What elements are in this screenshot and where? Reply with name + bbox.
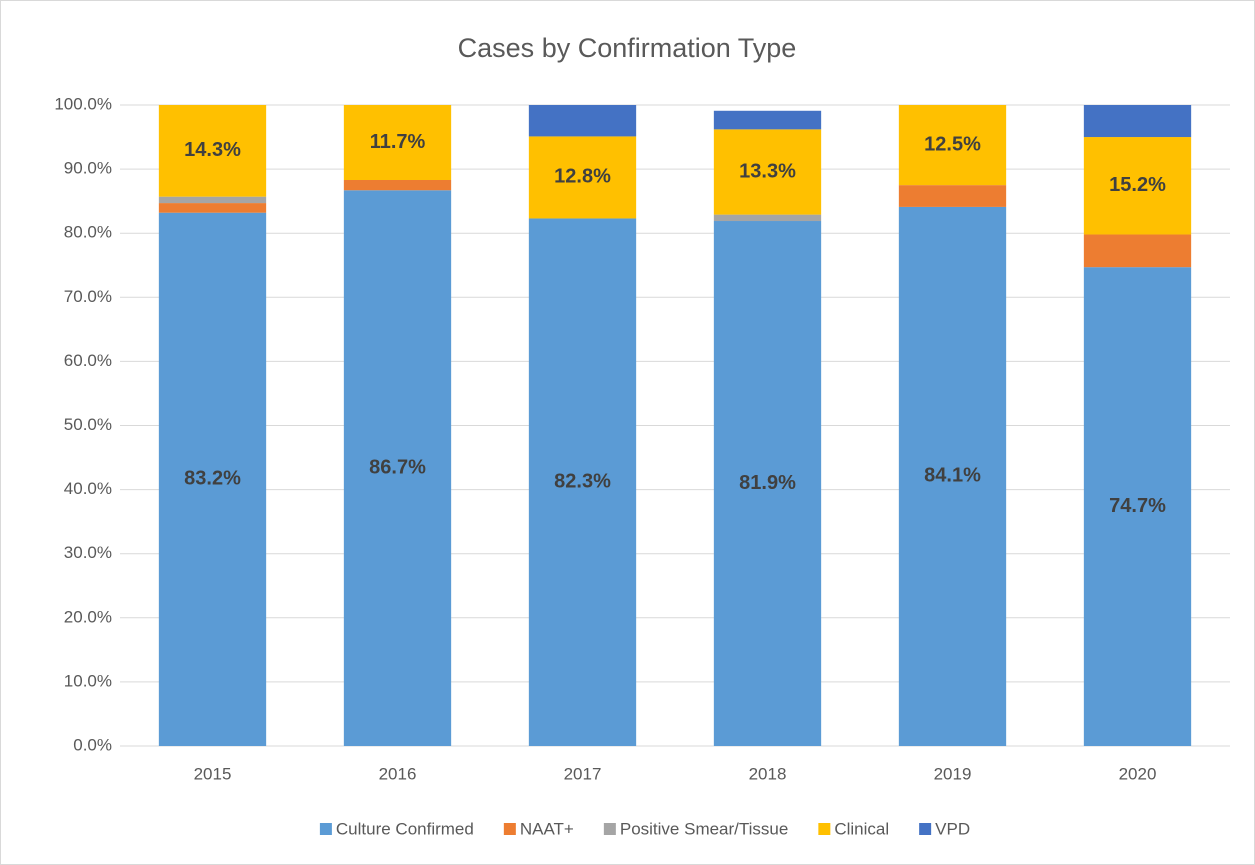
bar-segment — [343, 105, 452, 180]
legend-label: Clinical — [834, 819, 889, 838]
bar-segment — [1083, 267, 1192, 746]
legend-label: Culture Confirmed — [336, 819, 474, 838]
data-label: 14.3% — [184, 139, 241, 161]
bar-segment — [898, 185, 1007, 207]
y-tick-label: 0.0% — [73, 735, 112, 754]
data-label: 12.5% — [924, 133, 981, 155]
bar-segment — [158, 203, 267, 213]
x-tick-label: 2017 — [564, 764, 602, 783]
y-tick-label: 20.0% — [64, 607, 112, 626]
x-tick-label: 2016 — [379, 764, 417, 783]
data-label: 13.3% — [739, 160, 796, 182]
bar-segment — [343, 179, 452, 191]
bar-segment — [158, 105, 267, 197]
data-label: 15.2% — [1109, 174, 1166, 196]
bar-segment — [343, 190, 452, 747]
legend-label: VPD — [935, 819, 970, 838]
y-tick-label: 10.0% — [64, 671, 112, 690]
legend-swatch — [319, 823, 332, 835]
bar-segment — [1083, 234, 1192, 268]
bar-segment — [713, 110, 822, 130]
bar-segment — [713, 214, 822, 222]
bar-segment — [528, 136, 637, 219]
bar-segment — [528, 218, 637, 746]
x-tick-label: 2015 — [194, 764, 232, 783]
x-tick-label: 2019 — [934, 764, 972, 783]
x-tick-label: 2020 — [1119, 764, 1157, 783]
bar-segment — [898, 105, 1007, 186]
bar-segment — [158, 212, 267, 747]
legend-label: NAAT+ — [520, 819, 574, 838]
legend-swatch — [919, 823, 932, 835]
data-label: 74.7% — [1109, 495, 1166, 517]
legend-swatch — [503, 823, 516, 835]
bar-segment — [1083, 105, 1192, 138]
bar-segment — [898, 206, 1007, 746]
y-tick-label: 40.0% — [64, 479, 112, 498]
y-tick-label: 80.0% — [64, 223, 112, 242]
data-label: 12.8% — [554, 166, 611, 188]
y-tick-label: 50.0% — [64, 415, 112, 434]
legend-swatch — [818, 823, 831, 835]
data-label: 82.3% — [554, 471, 611, 493]
legend-label: Positive Smear/Tissue — [620, 819, 788, 838]
legend-swatch — [603, 823, 616, 835]
y-tick-label: 30.0% — [64, 543, 112, 562]
y-tick-label: 100.0% — [54, 94, 112, 113]
y-tick-label: 90.0% — [64, 159, 112, 178]
data-label: 84.1% — [924, 465, 981, 487]
data-label: 11.7% — [370, 131, 426, 153]
y-tick-label: 60.0% — [64, 351, 112, 370]
bar-segment — [1083, 137, 1192, 235]
y-tick-label: 70.0% — [64, 287, 112, 306]
bar-segment — [158, 196, 267, 204]
data-label: 81.9% — [739, 472, 796, 494]
bar-segment — [713, 221, 822, 746]
data-label: 86.7% — [369, 456, 426, 478]
chart-title: Cases by Confirmation Type — [458, 33, 797, 63]
bar-segment — [528, 105, 637, 137]
x-tick-label: 2018 — [749, 764, 787, 783]
data-label: 83.2% — [184, 468, 241, 490]
bar-segment — [713, 129, 822, 215]
